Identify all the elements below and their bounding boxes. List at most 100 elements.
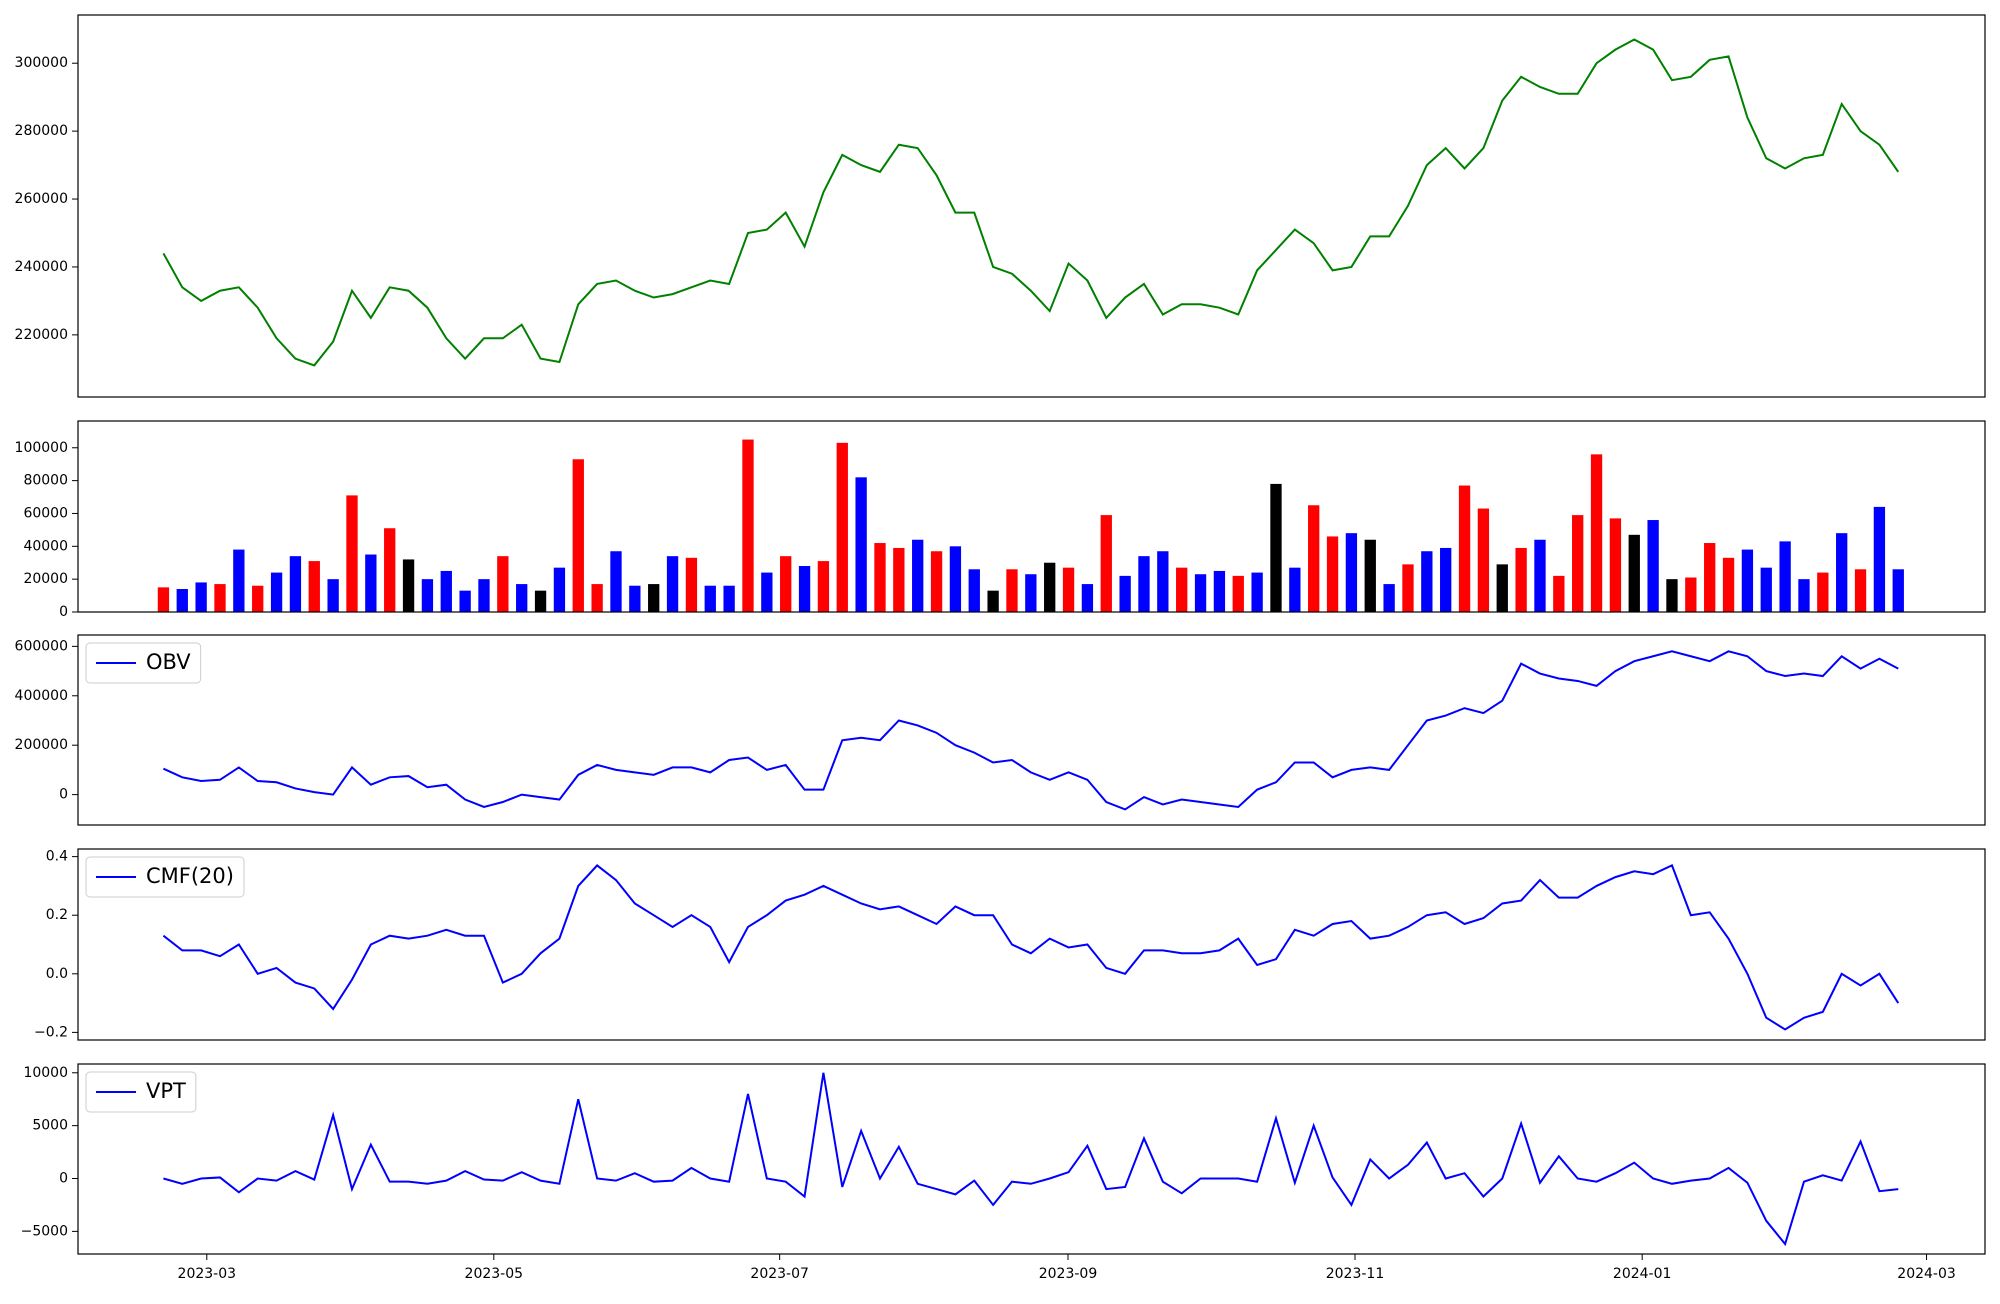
panel: −0.2 0.0 0.2 0.4 CMF(20) bbox=[34, 848, 1986, 1041]
y-tick-label: 260000 bbox=[15, 191, 68, 207]
volume-bar bbox=[534, 590, 547, 612]
legend-box bbox=[85, 856, 245, 898]
y-tick-label: 60000 bbox=[23, 505, 68, 521]
volume-bar bbox=[817, 561, 830, 612]
data-line bbox=[162, 864, 1900, 1031]
volume-bar bbox=[968, 569, 980, 612]
volume-bar bbox=[761, 572, 773, 612]
volume-bar bbox=[176, 589, 188, 612]
volume-bar bbox=[1798, 579, 1810, 612]
data-line bbox=[162, 38, 1900, 367]
y-tick-label: 0 bbox=[59, 1171, 68, 1187]
volume-bar bbox=[1119, 575, 1131, 612]
volume-bar bbox=[157, 587, 170, 612]
volume-bar bbox=[685, 557, 698, 612]
legend-box bbox=[85, 642, 202, 684]
volume-bar bbox=[1270, 483, 1282, 612]
volume-bar bbox=[1892, 569, 1904, 612]
volume-bar bbox=[365, 554, 377, 612]
volume-bar bbox=[1213, 570, 1226, 612]
legend-box bbox=[85, 1071, 197, 1113]
y-tick-label: 200000 bbox=[15, 737, 68, 753]
panel-frame bbox=[77, 848, 1986, 1041]
y-tick-label: 600000 bbox=[15, 638, 68, 654]
volume-bar bbox=[1609, 518, 1622, 612]
volume-bar bbox=[1421, 551, 1433, 612]
volume-bar bbox=[516, 584, 528, 612]
volume-bar bbox=[346, 495, 358, 612]
volume-bar bbox=[1873, 506, 1886, 612]
volume-bar bbox=[1496, 564, 1508, 612]
volume-bar bbox=[742, 439, 754, 612]
volume-bar bbox=[1081, 584, 1094, 612]
y-tick-label: 280000 bbox=[15, 123, 68, 139]
data-line bbox=[163, 1072, 1899, 1247]
y-tick-label: 5000 bbox=[32, 1118, 68, 1134]
volume-bar bbox=[666, 556, 679, 612]
volume-bar bbox=[402, 559, 415, 612]
y-tick-label: −0.2 bbox=[34, 1024, 68, 1040]
x-tick-label: 2024-03 bbox=[1897, 1266, 1956, 1282]
volume-bar bbox=[384, 528, 396, 612]
volume-bar bbox=[1044, 562, 1056, 612]
volume-bar bbox=[798, 566, 811, 612]
volume-bar bbox=[421, 579, 434, 612]
panel: 0 200000 400000 600000 OBV bbox=[15, 634, 1986, 826]
volume-bar bbox=[478, 579, 490, 612]
volume-bar bbox=[1025, 574, 1037, 612]
volume-bar bbox=[1383, 584, 1395, 612]
x-tick-label: 2024-01 bbox=[1613, 1266, 1672, 1282]
volume-bar bbox=[1666, 579, 1678, 612]
y-tick-label: 0 bbox=[59, 787, 68, 803]
volume-bar bbox=[1553, 575, 1565, 612]
volume-bar bbox=[440, 570, 452, 612]
x-tick-label: 2023-05 bbox=[465, 1266, 524, 1282]
panel-frame bbox=[77, 634, 1986, 826]
volume-bar bbox=[780, 556, 792, 612]
volume-bar bbox=[308, 561, 320, 612]
volume-bar bbox=[1477, 508, 1490, 612]
volume-bar bbox=[572, 459, 584, 612]
volume-bar bbox=[1590, 454, 1603, 612]
volume-bar bbox=[610, 551, 622, 612]
volume-bar bbox=[1157, 551, 1169, 612]
volume-bar bbox=[1628, 534, 1640, 612]
volume-bar bbox=[591, 584, 603, 612]
volume-bar bbox=[195, 582, 207, 612]
y-tick-label: 20000 bbox=[23, 571, 68, 587]
volume-bar bbox=[1704, 543, 1716, 612]
y-tick-label: 80000 bbox=[23, 473, 68, 489]
volume-bar bbox=[1647, 520, 1659, 612]
legend: CMF(20) bbox=[85, 856, 245, 898]
volume-bar bbox=[270, 572, 283, 612]
data-line bbox=[163, 650, 1899, 811]
volume-bar bbox=[459, 590, 471, 612]
volume-bar bbox=[949, 546, 962, 612]
volume-bar bbox=[1440, 547, 1452, 612]
panel: −5000 0 5000 10000 VPT 2023-03 2023-05 2023-07 2… bbox=[21, 1063, 1986, 1282]
y-tick-label: 10000 bbox=[23, 1065, 68, 1081]
panel-frame bbox=[77, 420, 1986, 613]
volume-bar bbox=[893, 547, 905, 612]
panel: 220000 240000 260000 280000 300000 bbox=[15, 14, 1986, 398]
volume-bar bbox=[1572, 515, 1584, 612]
volume-bar bbox=[1854, 569, 1867, 612]
y-tick-label: 0.0 bbox=[46, 966, 68, 982]
volume-bar bbox=[1100, 515, 1112, 612]
volume-bar bbox=[1289, 567, 1301, 612]
volume-bar bbox=[648, 584, 660, 612]
panel: 0 20000 40000 60000 80000 100000 bbox=[15, 420, 1986, 620]
y-tick-label: 300000 bbox=[15, 55, 68, 71]
legend-label: OBV bbox=[146, 650, 191, 674]
volume-bar bbox=[497, 556, 509, 612]
volume-bar bbox=[233, 549, 245, 612]
volume-bar bbox=[1251, 572, 1263, 612]
y-tick-label: 0 bbox=[59, 604, 68, 620]
legend-label: VPT bbox=[146, 1079, 186, 1103]
volume-bar bbox=[1685, 577, 1697, 612]
volume-bar bbox=[874, 543, 886, 612]
volume-bar bbox=[327, 579, 339, 612]
volume-bar bbox=[1722, 557, 1735, 612]
y-tick-label: 400000 bbox=[15, 688, 68, 704]
